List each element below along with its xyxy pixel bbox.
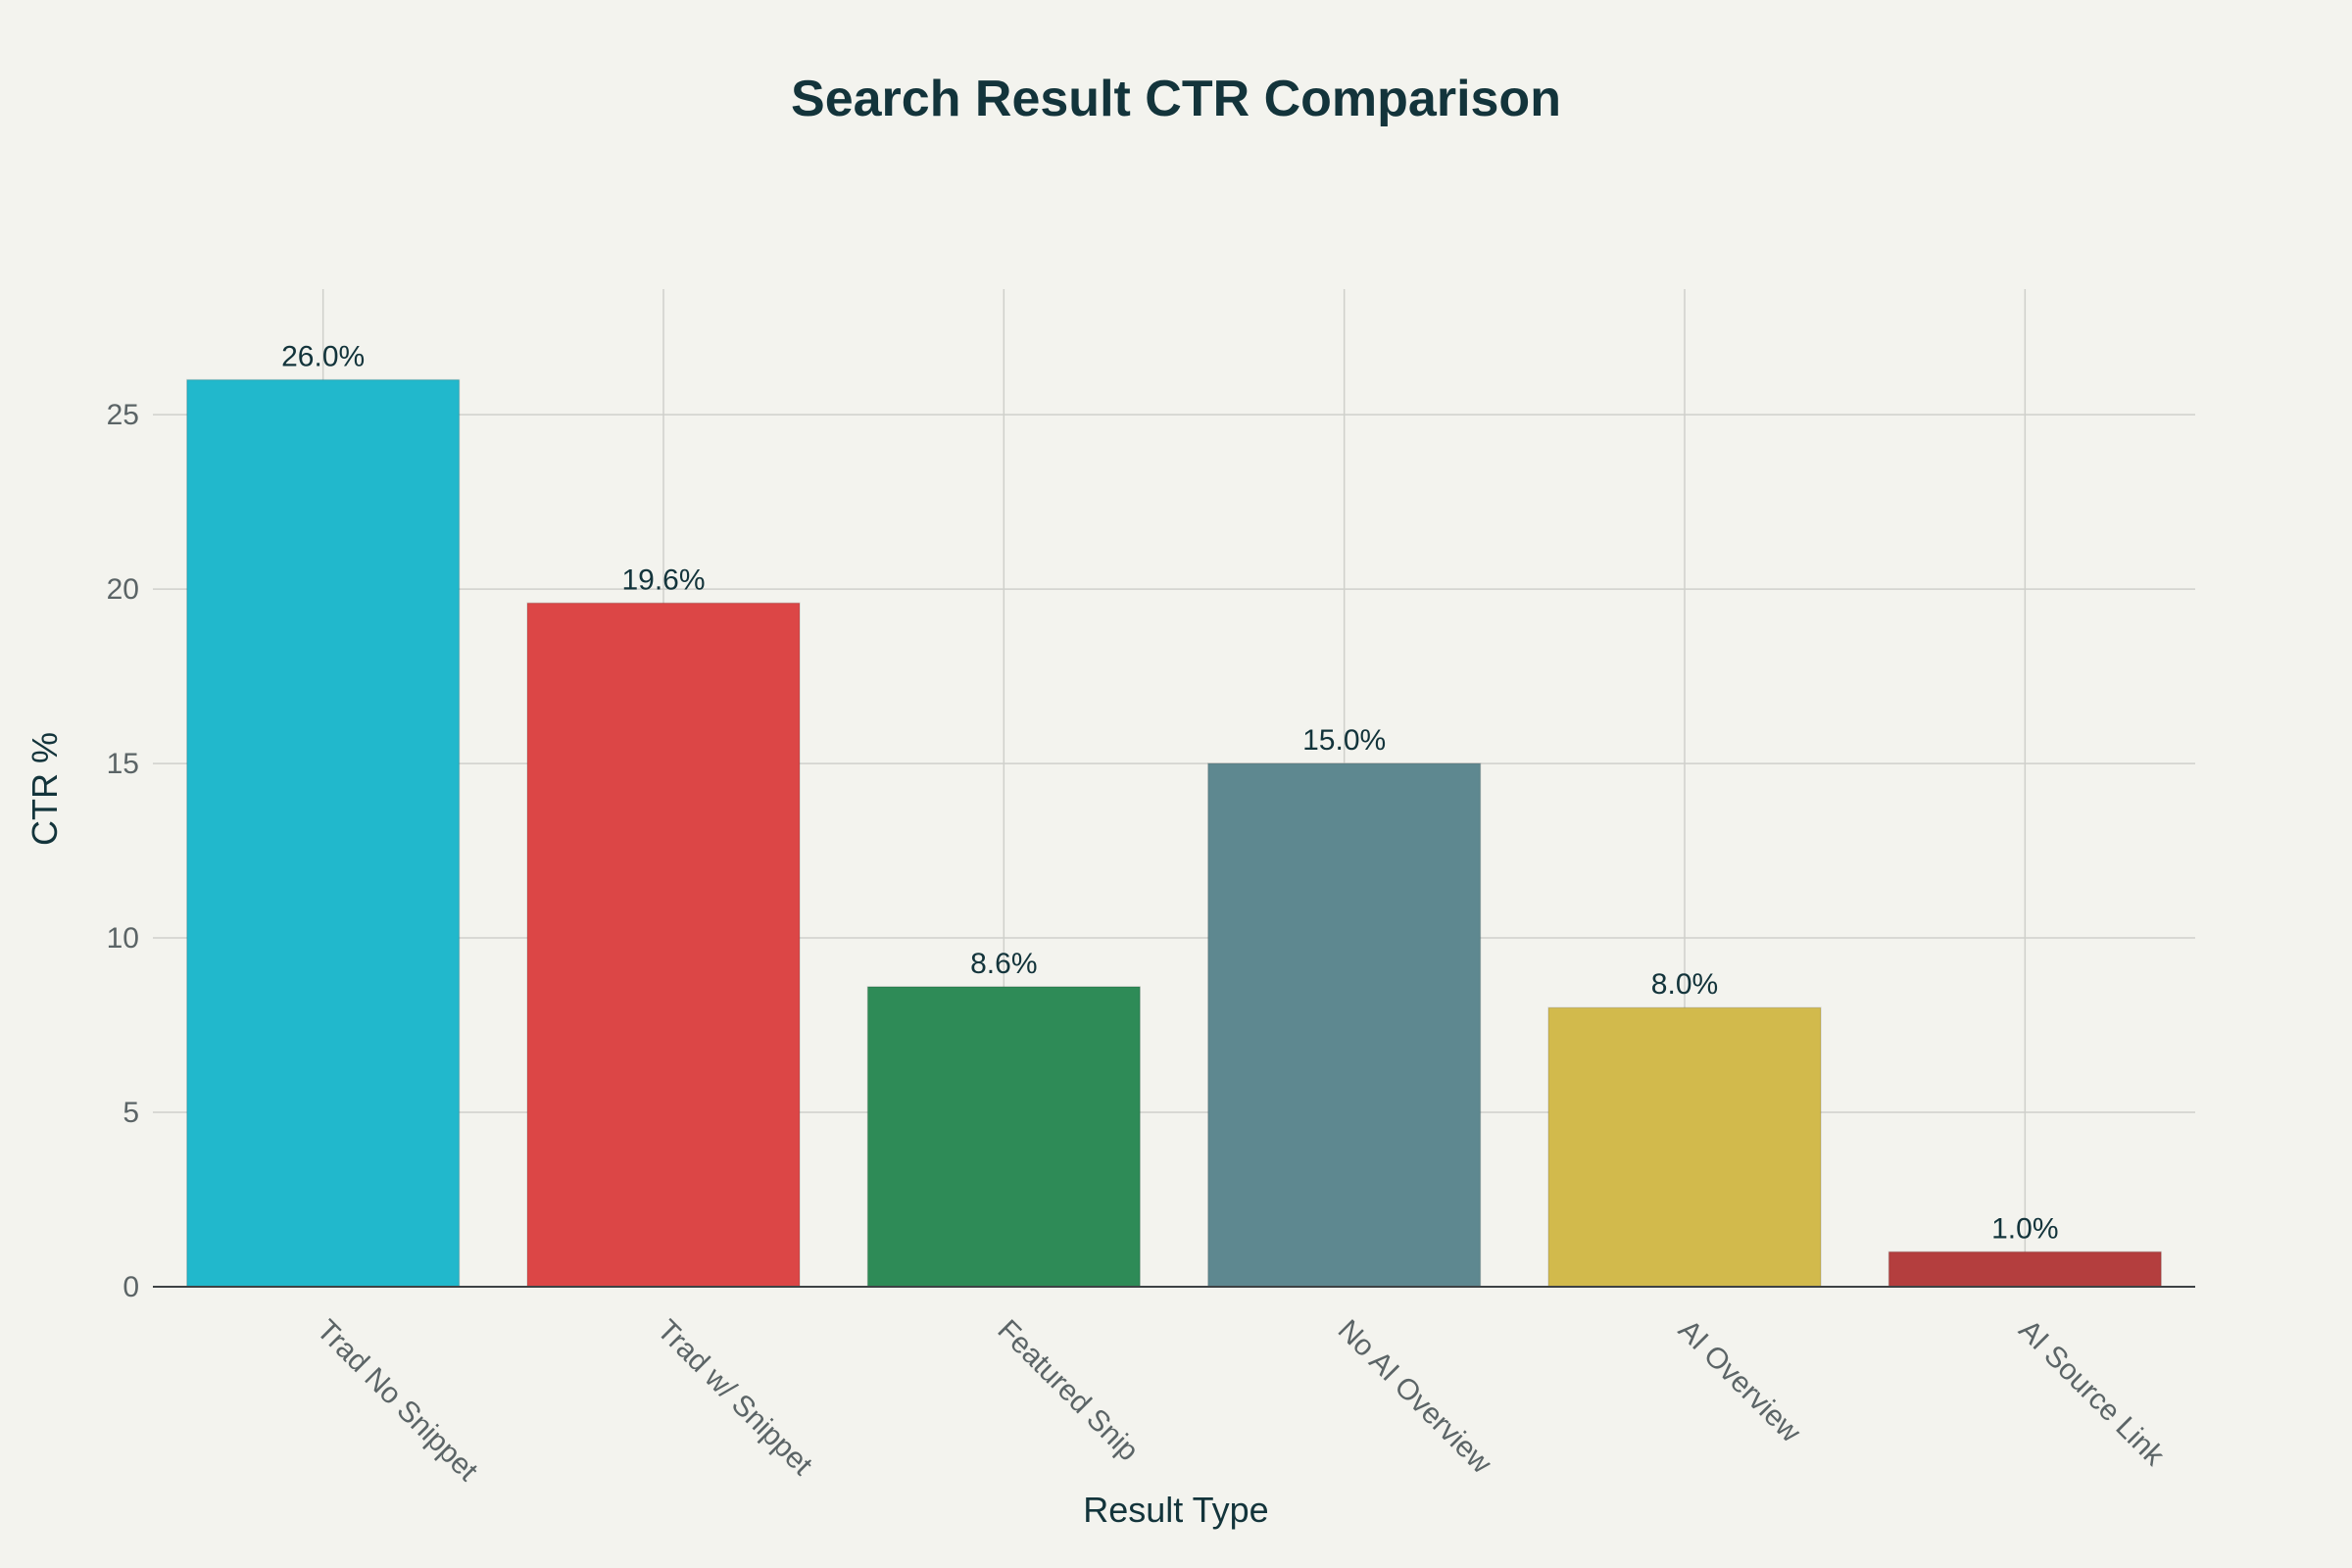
bar [1206, 762, 1482, 1288]
y-tick-label: 20 [107, 573, 139, 606]
x-tick-label: AI Source Link [2012, 1314, 2171, 1473]
x-axis: Trad No Snippet Trad w/ Snippet Featured S… [153, 1286, 2195, 1488]
y-tick-label: 25 [107, 399, 139, 431]
bar [1547, 1006, 1822, 1288]
y-axis: 0 5 10 15 20 25 [107, 399, 139, 1303]
bar [526, 602, 801, 1288]
x-tick-label: AI Overview [1672, 1314, 1807, 1449]
bar [866, 986, 1142, 1288]
y-axis-title: CTR % [24, 732, 65, 846]
x-axis-title: Result Type [1083, 1490, 1268, 1530]
bar-value-label: 8.0% [1651, 968, 1718, 1001]
y-tick-label: 10 [107, 922, 139, 955]
y-tick-label: 5 [122, 1097, 139, 1129]
bars [185, 378, 2163, 1288]
bar-value-label: 19.6% [621, 564, 705, 596]
x-tick-label: Featured Snip [991, 1314, 1145, 1468]
y-tick-label: 15 [107, 748, 139, 780]
y-tick-label: 0 [122, 1271, 139, 1303]
chart-title: Search Result CTR Comparison [791, 71, 1561, 127]
x-tick-label: Trad No Snippet [311, 1314, 484, 1488]
bar-value-label: 15.0% [1302, 724, 1386, 757]
x-tick-label: No AI Overview [1332, 1314, 1498, 1481]
bar-value-label: 26.0% [281, 341, 365, 373]
bar-value-label: 8.6% [970, 948, 1037, 980]
bar [185, 378, 461, 1288]
bar-value-label: 1.0% [1991, 1212, 2058, 1245]
bar [1887, 1250, 2163, 1288]
data-labels: 26.0% 19.6% 8.6% 15.0% 8.0% 1.0% [281, 341, 2058, 1246]
x-tick-label: Trad w/ Snippet [651, 1314, 819, 1483]
